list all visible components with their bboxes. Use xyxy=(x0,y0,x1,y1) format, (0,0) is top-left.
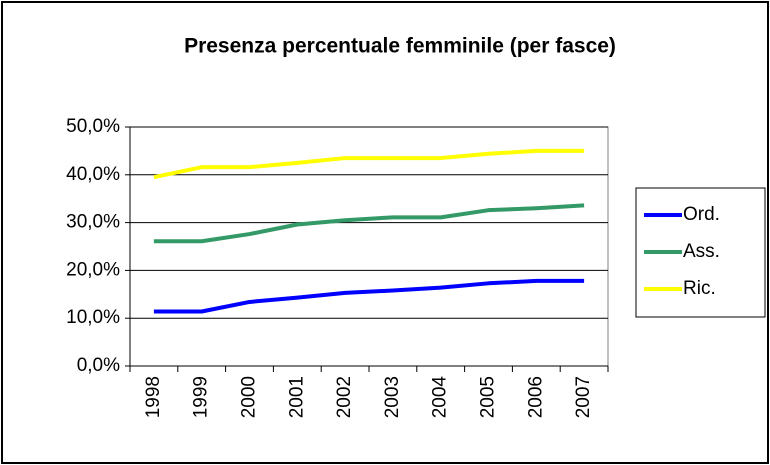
x-tick-label: 2004 xyxy=(430,376,451,419)
y-tick-label: 10,0% xyxy=(66,307,120,328)
data-line xyxy=(153,278,585,314)
x-tick-label: 2005 xyxy=(478,376,499,418)
x-tick-label: 2000 xyxy=(239,376,260,418)
chart-title: Presenza percentuale femminile (per fasc… xyxy=(184,35,616,58)
x-tick-label: 2003 xyxy=(382,376,403,418)
legend-label: Ric. xyxy=(683,278,716,299)
data-line xyxy=(153,203,585,244)
data-line xyxy=(153,148,585,180)
x-tick-label: 2007 xyxy=(573,376,594,418)
legend-box xyxy=(635,187,766,318)
y-tick-label: 20,0% xyxy=(66,259,120,280)
legend-label: Ord. xyxy=(683,204,720,225)
legend-label: Ass. xyxy=(683,241,720,262)
x-tick-label: 1999 xyxy=(191,376,212,418)
x-tick-label: 2001 xyxy=(286,376,307,418)
x-tick-label: 1998 xyxy=(143,376,164,418)
y-tick-label: 0,0% xyxy=(77,355,120,376)
x-tick-label: 2006 xyxy=(525,376,546,418)
y-tick-label: 40,0% xyxy=(66,164,120,185)
y-tick-label: 50,0% xyxy=(66,116,120,137)
x-tick-label: 2002 xyxy=(334,376,355,418)
y-tick-label: 30,0% xyxy=(66,212,120,233)
